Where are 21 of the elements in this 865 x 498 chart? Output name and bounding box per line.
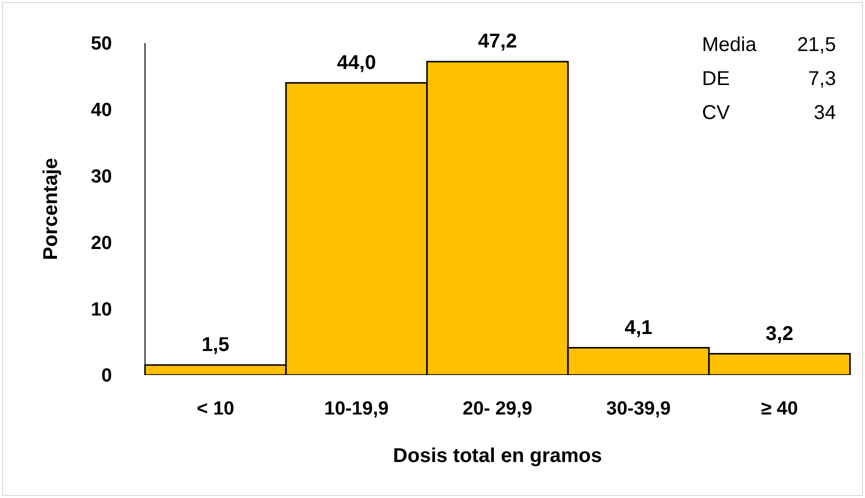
data-label: 47,2 [478, 30, 517, 53]
x-axis-title: Dosis total en gramos [393, 445, 602, 467]
data-label: 44,0 [337, 52, 376, 74]
x-tick-label: 30-39,9 [606, 398, 671, 420]
y-tick-label: 10 [90, 299, 112, 320]
text: CV 34 [702, 102, 836, 124]
text: Media 21,5 [702, 34, 836, 56]
y-tick-label: 40 [90, 100, 112, 122]
y-tick-label: 30 [90, 166, 112, 188]
y-tick-label: 20 [90, 232, 112, 254]
text: DE 7,3 [702, 68, 836, 90]
data-label: 4,1 [624, 316, 652, 339]
y-tick-label: 0 [101, 366, 112, 387]
x-tick-label: 10-19,9 [324, 398, 389, 420]
y-tick-label: 50 [90, 34, 112, 55]
y-axis-title: Porcentaje [40, 158, 62, 260]
x-tick-label: < 10 [196, 398, 234, 420]
x-tick-label: ≥ 40 [761, 398, 798, 420]
x-tick-label: 20- 29,9 [462, 398, 532, 420]
data-label: 3,2 [766, 322, 794, 345]
data-label: 1,5 [202, 334, 230, 356]
